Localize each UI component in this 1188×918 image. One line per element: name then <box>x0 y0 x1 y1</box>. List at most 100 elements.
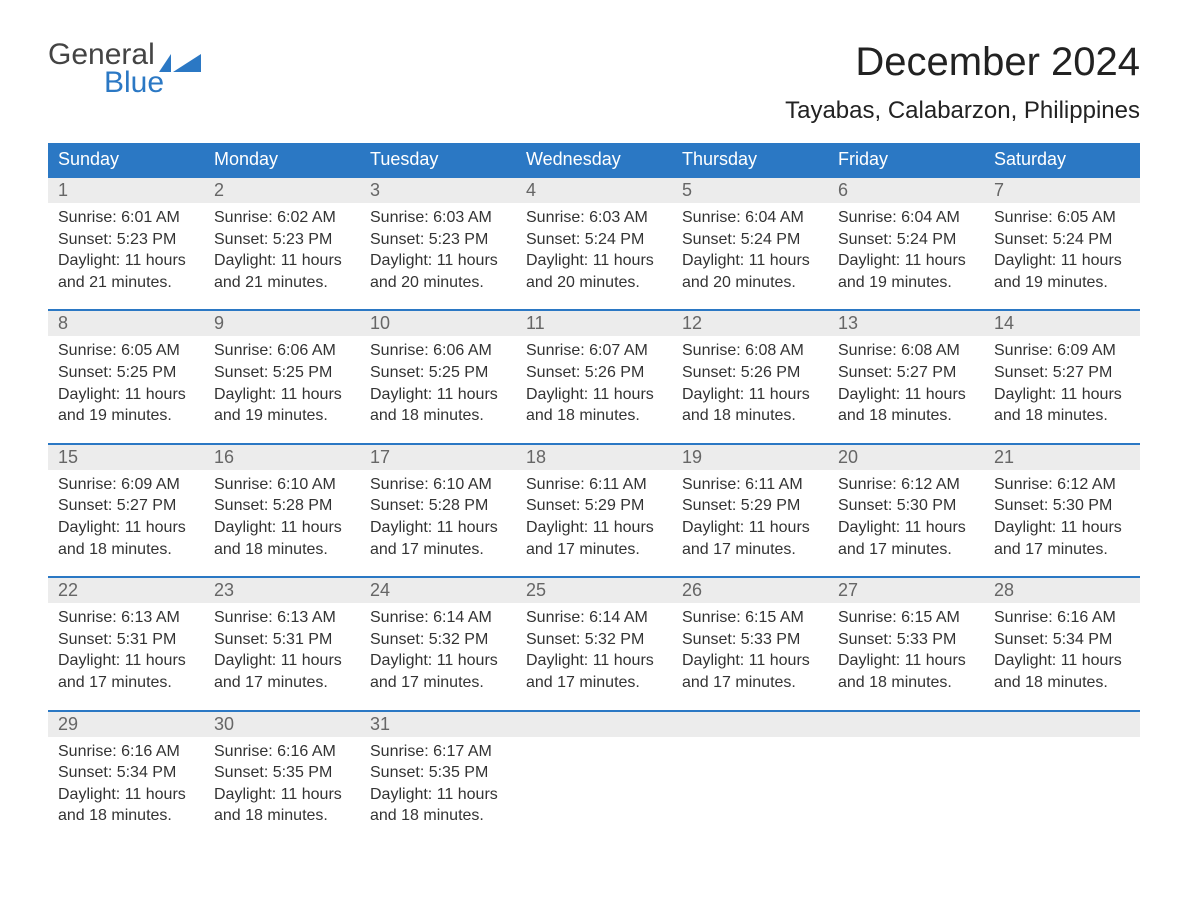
date-cell: 18 <box>516 445 672 470</box>
daylight-line-2: and 18 minutes. <box>838 405 974 427</box>
daylight-line-1: Daylight: 11 hours <box>58 784 194 806</box>
daylight-line-2: and 19 minutes. <box>994 272 1130 294</box>
daylight-line-2: and 19 minutes. <box>214 405 350 427</box>
daylight-line-2: and 21 minutes. <box>214 272 350 294</box>
daylight-line-2: and 18 minutes. <box>58 805 194 827</box>
daylight-line-1: Daylight: 11 hours <box>370 250 506 272</box>
sunset-line: Sunset: 5:35 PM <box>370 762 506 784</box>
info-row: Sunrise: 6:01 AMSunset: 5:23 PMDaylight:… <box>48 203 1140 297</box>
date-cell: 21 <box>984 445 1140 470</box>
sunset-line: Sunset: 5:35 PM <box>214 762 350 784</box>
info-cell <box>672 737 828 831</box>
info-cell: Sunrise: 6:16 AMSunset: 5:34 PMDaylight:… <box>984 603 1140 697</box>
daylight-line-2: and 18 minutes. <box>838 672 974 694</box>
sunrise-line: Sunrise: 6:16 AM <box>994 607 1130 629</box>
info-cell: Sunrise: 6:15 AMSunset: 5:33 PMDaylight:… <box>672 603 828 697</box>
sunrise-line: Sunrise: 6:12 AM <box>838 474 974 496</box>
daylight-line-1: Daylight: 11 hours <box>682 650 818 672</box>
daylight-line-1: Daylight: 11 hours <box>214 517 350 539</box>
logo-text-bottom: Blue <box>104 68 201 98</box>
date-cell: 6 <box>828 178 984 203</box>
date-row: 891011121314 <box>48 309 1140 336</box>
daylight-line-2: and 17 minutes. <box>682 539 818 561</box>
daylight-line-1: Daylight: 11 hours <box>838 250 974 272</box>
info-row: Sunrise: 6:05 AMSunset: 5:25 PMDaylight:… <box>48 336 1140 430</box>
date-row: 22232425262728 <box>48 576 1140 603</box>
date-cell: 28 <box>984 578 1140 603</box>
sunrise-line: Sunrise: 6:13 AM <box>214 607 350 629</box>
sunrise-line: Sunrise: 6:16 AM <box>214 741 350 763</box>
daylight-line-2: and 20 minutes. <box>682 272 818 294</box>
date-row: 1234567 <box>48 176 1140 203</box>
date-cell: 11 <box>516 311 672 336</box>
date-cell <box>828 712 984 737</box>
info-cell: Sunrise: 6:16 AMSunset: 5:34 PMDaylight:… <box>48 737 204 831</box>
sunset-line: Sunset: 5:23 PM <box>58 229 194 251</box>
date-cell: 16 <box>204 445 360 470</box>
week-row: 22232425262728 Sunrise: 6:13 AM Sunset: 5:… <box>48 576 1140 697</box>
daylight-line-2: and 17 minutes. <box>526 672 662 694</box>
sunset-line: Sunset: 5:26 PM <box>682 362 818 384</box>
daylight-line-2: and 17 minutes. <box>370 539 506 561</box>
day-header-row: Sunday Monday Tuesday Wednesday Thursday… <box>48 143 1140 176</box>
week-row: 1234567Sunrise: 6:01 AMSunset: 5:23 PMDa… <box>48 176 1140 297</box>
sunset-line: Sunset: 5:28 PM <box>370 495 506 517</box>
sunset-line: Sunset: 5:25 PM <box>58 362 194 384</box>
info-cell: Sunrise: 6:02 AMSunset: 5:23 PMDaylight:… <box>204 203 360 297</box>
date-cell: 8 <box>48 311 204 336</box>
sunset-line: Sunset: 5:32 PM <box>526 629 662 651</box>
date-cell: 13 <box>828 311 984 336</box>
day-header-wednesday: Wednesday <box>516 143 672 176</box>
info-cell: Sunrise: 6:08 AMSunset: 5:27 PMDaylight:… <box>828 336 984 430</box>
daylight-line-1: Daylight: 11 hours <box>214 650 350 672</box>
sunrise-line: Sunrise: 6:11 AM <box>682 474 818 496</box>
sunset-line: Sunset: 5:24 PM <box>838 229 974 251</box>
location: Tayabas, Calabarzon, Philippines <box>785 97 1140 125</box>
sunrise-line: Sunrise: 6:14 AM <box>526 607 662 629</box>
date-cell: 22 <box>48 578 204 603</box>
date-cell <box>984 712 1140 737</box>
daylight-line-2: and 17 minutes. <box>58 672 194 694</box>
sunrise-line: Sunrise: 6:15 AM <box>838 607 974 629</box>
sunrise-line: Sunrise: 6:16 AM <box>58 741 194 763</box>
date-row: 293031 <box>48 710 1140 737</box>
weeks-container: 1234567Sunrise: 6:01 AMSunset: 5:23 PMDa… <box>48 176 1140 831</box>
info-cell <box>984 737 1140 831</box>
sunset-line: Sunset: 5:24 PM <box>994 229 1130 251</box>
date-cell: 7 <box>984 178 1140 203</box>
daylight-line-2: and 18 minutes. <box>682 405 818 427</box>
info-cell: Sunrise: 6:12 AMSunset: 5:30 PMDaylight:… <box>984 470 1140 564</box>
date-cell: 2 <box>204 178 360 203</box>
info-cell: Sunrise: 6:11 AMSunset: 5:29 PMDaylight:… <box>672 470 828 564</box>
sunrise-line: Sunrise: 6:14 AM <box>370 607 506 629</box>
sunset-line: Sunset: 5:27 PM <box>58 495 194 517</box>
page-header: General Blue December 2024 Tayabas, Cala… <box>48 40 1140 135</box>
sunrise-line: Sunrise: 6:13 AM <box>58 607 194 629</box>
date-cell: 23 <box>204 578 360 603</box>
date-cell: 20 <box>828 445 984 470</box>
daylight-line-2: and 20 minutes. <box>526 272 662 294</box>
week-row: 891011121314Sunrise: 6:05 AMSunset: 5:25… <box>48 309 1140 430</box>
date-cell: 25 <box>516 578 672 603</box>
sunrise-line: Sunrise: 6:02 AM <box>214 207 350 229</box>
daylight-line-1: Daylight: 11 hours <box>838 384 974 406</box>
sunset-line: Sunset: 5:25 PM <box>214 362 350 384</box>
date-cell: 4 <box>516 178 672 203</box>
day-header-tuesday: Tuesday <box>360 143 516 176</box>
info-cell: Sunrise: 6:11 AMSunset: 5:29 PMDaylight:… <box>516 470 672 564</box>
info-cell: Sunrise: 6:06 AMSunset: 5:25 PMDaylight:… <box>360 336 516 430</box>
info-cell: Sunrise: 6:04 AMSunset: 5:24 PMDaylight:… <box>672 203 828 297</box>
info-cell: Sunrise: 6:05 AMSunset: 5:24 PMDaylight:… <box>984 203 1140 297</box>
daylight-line-1: Daylight: 11 hours <box>58 650 194 672</box>
logo-flag-icon <box>159 48 201 70</box>
date-cell: 29 <box>48 712 204 737</box>
sunrise-line: Sunrise: 6:07 AM <box>526 340 662 362</box>
date-row: 15161718192021 <box>48 443 1140 470</box>
daylight-line-1: Daylight: 11 hours <box>58 384 194 406</box>
info-cell: Sunrise: 6:08 AMSunset: 5:26 PMDaylight:… <box>672 336 828 430</box>
sunrise-line: Sunrise: 6:09 AM <box>994 340 1130 362</box>
sunrise-line: Sunrise: 6:08 AM <box>682 340 818 362</box>
info-cell <box>828 737 984 831</box>
daylight-line-1: Daylight: 11 hours <box>526 517 662 539</box>
sunset-line: Sunset: 5:25 PM <box>370 362 506 384</box>
